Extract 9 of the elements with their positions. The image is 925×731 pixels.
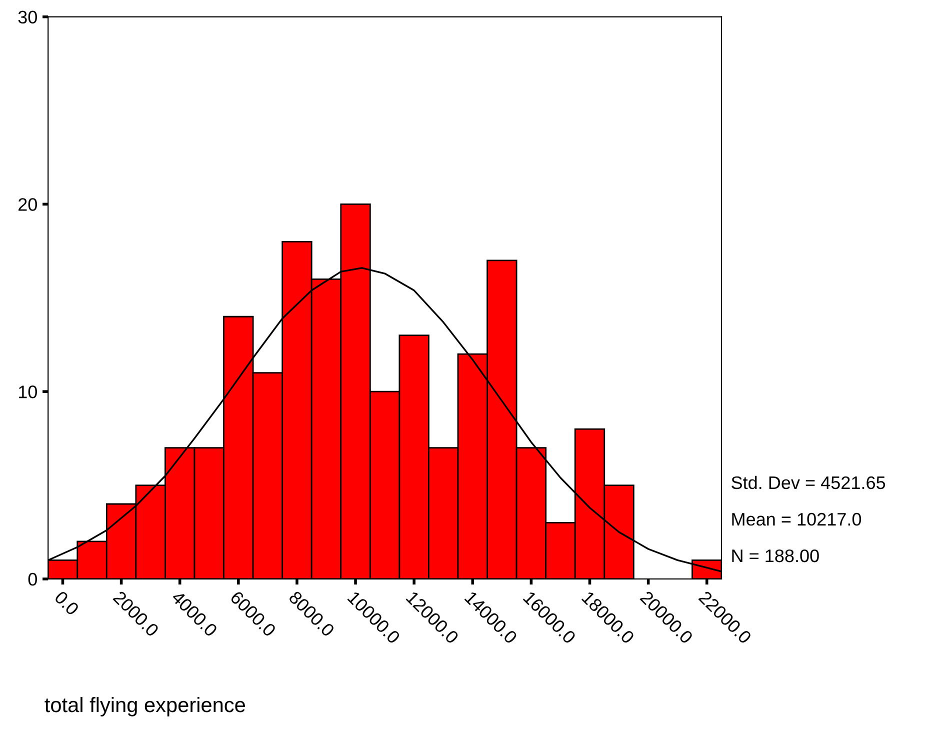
text: N = 188.00 xyxy=(732,549,819,562)
y-tick-label: 10 xyxy=(18,386,37,398)
y-tick-label: 0 xyxy=(28,572,37,586)
text: Mean = 10217.0 xyxy=(732,512,862,526)
x-axis-title: total flying experience xyxy=(44,696,245,716)
y-tick-label: 20 xyxy=(18,198,37,211)
y-tick-label: 30 xyxy=(18,10,37,24)
text: Std. Dev = 4521.65 xyxy=(732,476,886,490)
x-tick-label: 0.0 xyxy=(54,590,80,616)
